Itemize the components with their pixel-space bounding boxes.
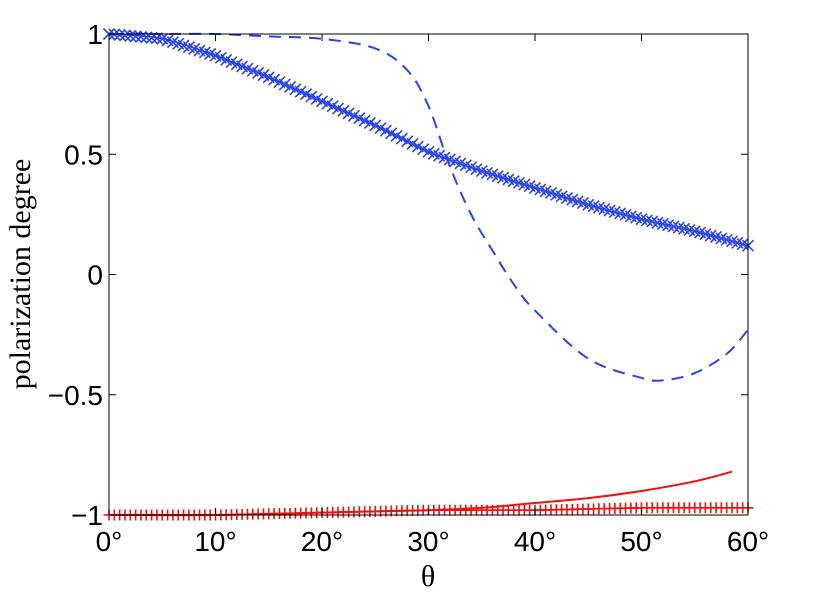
series-0-point <box>129 30 142 43</box>
series-0-line <box>108 33 749 247</box>
y-tick-label: −1 <box>71 500 103 531</box>
x-tick-label: 10° <box>194 526 236 557</box>
x-tick-label: 40° <box>514 526 556 557</box>
y-tick-label: −0.5 <box>48 380 103 411</box>
series-0-point <box>124 29 137 42</box>
y-tick-label: 1 <box>87 19 103 50</box>
axis-ticks: 0° 10° 20° 30° 40° 50° 60° −1 −0.5 0 0.5 1 <box>48 19 769 557</box>
y-tick-label: 0.5 <box>64 139 103 170</box>
y-axis-label: polarization degree <box>4 159 37 390</box>
series-1-line <box>109 32 749 382</box>
x-tick-label: 60° <box>727 526 769 557</box>
x-tick-label: 50° <box>620 526 662 557</box>
y-tick-label: 0 <box>87 260 103 291</box>
x-tick-label: 30° <box>407 526 449 557</box>
x-tick-label: 0° <box>96 526 123 557</box>
series-0-point <box>118 29 132 42</box>
x-axis-label: θ <box>421 560 435 592</box>
x-tick-label: 20° <box>301 526 343 557</box>
plot-marks <box>102 27 755 521</box>
